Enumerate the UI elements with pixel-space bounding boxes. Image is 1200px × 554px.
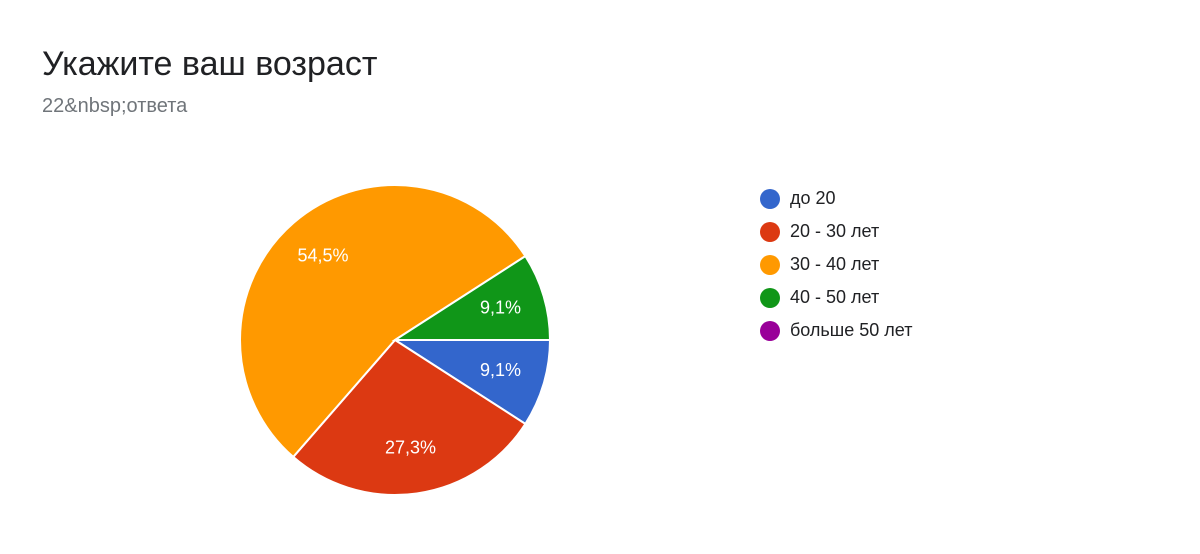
pie-slice-2: [239, 184, 527, 459]
legend-item-0: до 20: [760, 182, 912, 215]
legend-item-4: больше 50 лет: [760, 314, 912, 347]
pie-slices: [239, 184, 552, 496]
legend-item-3: 40 - 50 лет: [760, 281, 912, 314]
legend-swatch-4: [760, 320, 780, 341]
legend-swatch-2: [760, 254, 780, 275]
legend: до 20 20 - 30 лет 30 - 40 лет 40 - 50 лет бо…: [760, 182, 912, 347]
slice-label-2: 54,5%: [298, 246, 349, 266]
legend-item-2: 30 - 40 лет: [760, 248, 912, 281]
legend-label-2: 30 - 40 лет: [790, 254, 880, 274]
legend-label-1: 20 - 30 лет: [790, 221, 880, 241]
legend-swatch-3: [760, 287, 780, 308]
response-count: 22&nbsp;ответа: [42, 95, 188, 117]
legend-swatch-0: [760, 188, 780, 209]
legend-item-1: 20 - 30 лет: [760, 215, 912, 248]
legend-label-4: больше 50 лет: [790, 320, 913, 340]
pie-slice-1: [291, 338, 527, 496]
slice-label-3: 9,1%: [480, 298, 521, 318]
legend-label-0: до 20: [790, 188, 836, 208]
chart-title: Укажите ваш возраст: [42, 45, 378, 83]
pie-slice-0: [391, 339, 552, 426]
slice-label-0: 9,1%: [480, 360, 521, 380]
legend-swatch-1: [760, 221, 780, 242]
legend-label-3: 40 - 50 лет: [790, 287, 880, 307]
pie-slice-3: [391, 254, 552, 341]
slice-label-1: 27,3%: [385, 438, 436, 458]
pie-slice-labels: 9,1% 27,3% 54,5% 9,1%: [298, 246, 522, 458]
